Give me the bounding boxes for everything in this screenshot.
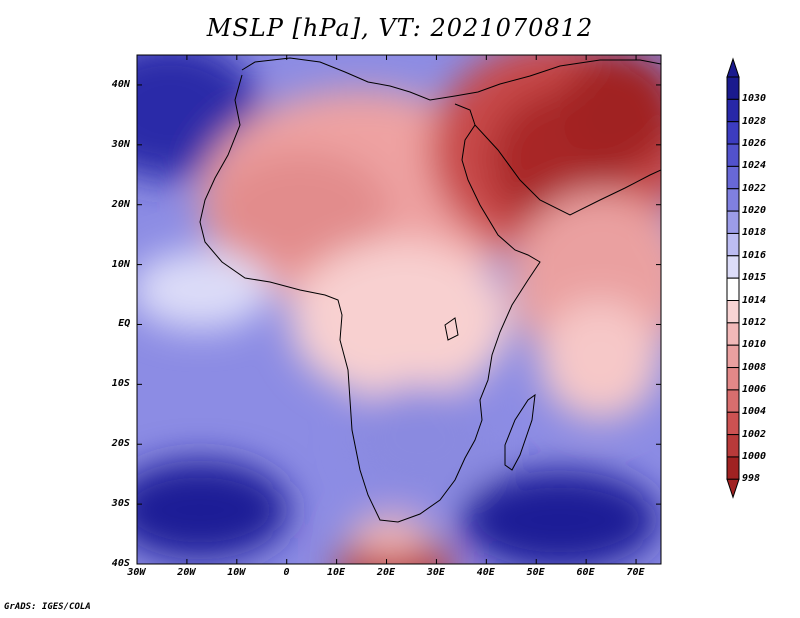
x-tick-label: 20E: [376, 567, 395, 578]
colorbar-min-arrow: [726, 478, 740, 499]
colorbar-swatch: [726, 277, 740, 301]
colorbar-swatch: [726, 121, 740, 145]
x-tick-label: 60E: [576, 567, 595, 578]
colorbar-label: 1020: [742, 205, 767, 217]
y-tick-label: 10S: [111, 378, 130, 390]
colorbar-label: 1016: [742, 249, 767, 261]
y-tick-label: 40N: [111, 78, 130, 90]
colorbar-swatch: [726, 322, 740, 346]
colorbar-swatch: [726, 255, 740, 279]
colorbar-label: 1024: [742, 160, 767, 172]
colorbar-swatch: [726, 98, 740, 123]
map-frame: [136, 54, 662, 565]
colorbar-label: 1008: [742, 361, 767, 373]
colorbar: [726, 57, 740, 499]
x-tick-label: 10E: [327, 567, 346, 578]
coastlines: [199, 57, 661, 523]
y-tick-label: 20S: [111, 438, 130, 450]
colorbar-swatch: [726, 210, 740, 234]
colorbar-label: 1002: [742, 428, 767, 440]
colorbar-label: 1012: [742, 316, 767, 328]
axis-ticks: [136, 55, 661, 565]
map-title: MSLP [hPa], VT: 2021070812: [206, 14, 594, 42]
y-tick-label: 20N: [111, 198, 130, 210]
colorbar-swatch: [726, 411, 740, 436]
colorbar-swatch: [726, 344, 740, 369]
colorbar-max-arrow: [726, 57, 740, 78]
colorbar-swatch: [726, 367, 740, 391]
colorbar-swatch: [726, 389, 740, 413]
y-tick-label: EQ: [118, 318, 131, 330]
colorbar-label: 1018: [742, 227, 767, 239]
x-tick-label: 30E: [426, 567, 445, 578]
colorbar-label: 1030: [742, 93, 767, 105]
credit-label: GrADS: IGES/COLA: [4, 602, 91, 612]
colorbar-label: 1022: [742, 182, 767, 194]
x-tick-label: 0: [283, 567, 290, 578]
y-tick-label: 30S: [111, 498, 130, 510]
colorbar-swatch: [726, 434, 740, 458]
colorbar-label: 1004: [742, 406, 767, 418]
colorbar-label: 1026: [742, 138, 767, 150]
x-tick-label: 30W: [127, 567, 146, 578]
colorbar-swatch: [726, 456, 740, 480]
x-tick-label: 40E: [476, 567, 495, 578]
colorbar-swatch: [726, 300, 740, 324]
y-tick-label: 40S: [111, 558, 130, 569]
colorbar-label: 1014: [742, 294, 767, 306]
x-tick-label: 70E: [626, 567, 645, 578]
colorbar-swatch: [726, 165, 740, 190]
colorbar-swatch: [726, 232, 740, 257]
colorbar-swatch: [726, 188, 740, 212]
x-tick-label: 10W: [227, 567, 246, 578]
colorbar-swatch: [726, 76, 740, 100]
colorbar-label: 1006: [742, 383, 767, 395]
colorbar-swatch: [726, 143, 740, 167]
y-tick-label: 10N: [111, 258, 130, 270]
x-tick-label: 50E: [526, 567, 545, 578]
colorbar-label: 1000: [742, 450, 767, 462]
colorbar-label: 1028: [742, 115, 767, 127]
x-tick-label: 20W: [177, 567, 196, 578]
pressure-field: [137, 55, 661, 564]
y-tick-label: 30N: [111, 138, 130, 150]
colorbar-label: 1010: [742, 339, 767, 351]
colorbar-label: 1015: [742, 272, 767, 284]
colorbar-label: 998: [742, 473, 761, 485]
